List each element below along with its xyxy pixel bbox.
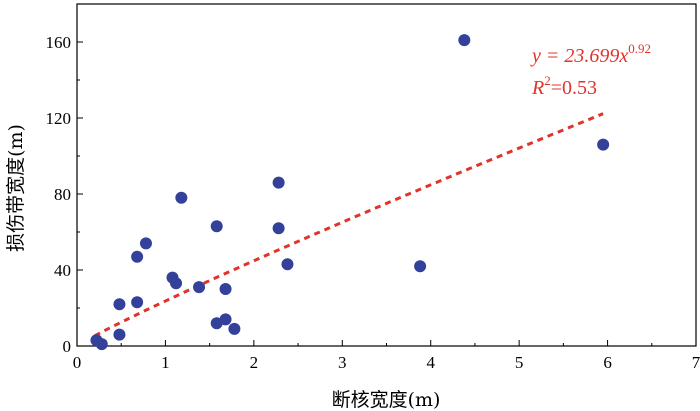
r-squared-label: R2=0.53 <box>531 73 597 99</box>
y-tick-label: 160 <box>46 33 72 52</box>
x-axis-ticks: 0 1 2 3 4 5 6 7 <box>73 340 700 372</box>
data-point <box>210 220 223 233</box>
trend-equation: y = 23.699x0.92 <box>530 41 651 67</box>
data-point <box>113 298 126 311</box>
data-point <box>281 258 294 271</box>
r-squared-power: 2 <box>544 73 551 88</box>
y-axis-title: 损伤带宽度(m) <box>5 124 27 252</box>
x-tick-label: 3 <box>338 353 347 372</box>
data-point <box>95 338 108 351</box>
data-point <box>272 176 285 189</box>
data-point <box>170 277 183 290</box>
data-point <box>597 138 610 151</box>
x-tick-label: 6 <box>603 353 612 372</box>
trend-equation-prefix: y = 23.699x <box>530 45 628 67</box>
data-point <box>219 283 232 295</box>
y-axis-ticks: 0 40 80 120 160 <box>46 33 83 356</box>
y-tick-label: 40 <box>54 261 71 280</box>
y-tick-label: 0 <box>63 337 72 356</box>
data-point <box>139 237 152 250</box>
x-tick-label: 7 <box>692 353 700 372</box>
trend-line <box>93 112 604 338</box>
x-tick-label: 1 <box>161 353 170 372</box>
data-point <box>414 260 427 273</box>
y-tick-label: 120 <box>46 109 72 128</box>
data-point <box>219 313 232 326</box>
x-tick-label: 0 <box>73 353 82 372</box>
x-tick-label: 4 <box>426 353 435 372</box>
data-point <box>175 191 188 204</box>
data-point <box>193 281 206 294</box>
data-point <box>131 250 144 263</box>
data-point <box>272 222 285 235</box>
x-tick-label: 5 <box>515 353 524 372</box>
data-points <box>90 34 610 351</box>
data-point <box>113 328 126 341</box>
r-squared-value: =0.53 <box>551 77 597 99</box>
data-point <box>458 34 471 47</box>
y-tick-label: 80 <box>54 185 71 204</box>
data-point <box>228 322 241 335</box>
r-squared-symbol: R <box>531 77 544 99</box>
trend-equation-exponent: 0.92 <box>628 41 651 56</box>
x-tick-label: 2 <box>250 353 259 372</box>
data-point <box>131 296 144 309</box>
x-axis-title: 断核宽度(m) <box>332 389 441 411</box>
trend-line-group <box>93 112 604 338</box>
